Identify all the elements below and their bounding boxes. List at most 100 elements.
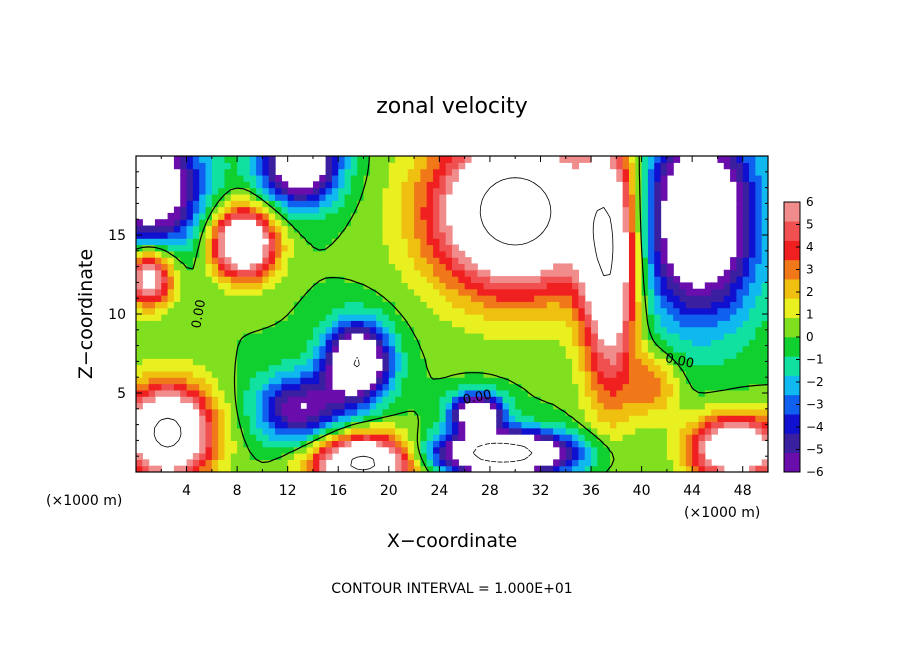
heatmap-cell <box>723 320 731 328</box>
heatmap-cell <box>154 276 162 283</box>
heatmap-cell <box>294 307 301 315</box>
heatmap-cell <box>136 339 143 347</box>
heatmap-cell <box>508 408 516 416</box>
heatmap-cell <box>572 377 579 385</box>
heatmap-cell <box>698 396 706 404</box>
heatmap-cell <box>439 206 447 214</box>
heatmap-cell <box>306 459 314 467</box>
heatmap-cell <box>249 193 257 201</box>
heatmap-cell <box>439 326 447 334</box>
heatmap-cell <box>559 156 567 163</box>
heatmap-cell <box>331 295 339 302</box>
heatmap-cell <box>622 193 630 201</box>
heatmap-cell <box>439 427 447 435</box>
heatmap-cell <box>338 263 346 271</box>
heatmap-cell <box>559 377 567 385</box>
heatmap-cell <box>730 402 737 410</box>
heatmap-cell <box>369 332 377 340</box>
heatmap-cell <box>654 446 662 454</box>
heatmap-cell <box>167 288 175 296</box>
heatmap-cell <box>350 415 358 423</box>
heatmap-cell <box>287 402 295 410</box>
heatmap-cell <box>704 320 712 328</box>
heatmap-cell <box>723 332 731 340</box>
heatmap-cell <box>142 345 150 353</box>
heatmap-cell <box>256 282 263 290</box>
heatmap-cell <box>173 238 181 246</box>
heatmap-cell <box>186 370 194 378</box>
heatmap-cell <box>736 320 744 328</box>
heatmap-cell <box>407 250 415 258</box>
heatmap-cell <box>205 345 213 353</box>
heatmap-cell <box>224 446 232 454</box>
heatmap-cell <box>249 377 257 385</box>
heatmap-cell <box>426 459 434 467</box>
heatmap-cell <box>306 250 314 258</box>
heatmap-cell <box>761 206 768 214</box>
heatmap-cell <box>275 269 282 277</box>
heatmap-cell <box>654 421 662 429</box>
heatmap-cell <box>426 269 434 277</box>
heatmap-cell <box>161 244 169 252</box>
heatmap-cell <box>496 332 504 340</box>
heatmap-cell <box>641 370 649 378</box>
heatmap-cell <box>167 269 175 277</box>
heatmap-cell <box>199 453 207 460</box>
heatmap-cell <box>268 269 276 277</box>
heatmap-cell <box>730 257 737 265</box>
heatmap-cell <box>224 295 232 302</box>
heatmap-cell <box>666 415 674 423</box>
heatmap-cell <box>262 320 270 328</box>
heatmap-cell <box>350 193 358 201</box>
heatmap-cell <box>654 206 662 214</box>
heatmap-cell <box>230 162 238 170</box>
heatmap-cell <box>723 326 731 334</box>
heatmap-cell <box>268 295 276 302</box>
heatmap-cell <box>407 174 415 182</box>
heatmap-cell <box>420 389 428 397</box>
heatmap-cell <box>553 408 561 416</box>
heatmap-cell <box>603 415 611 423</box>
heatmap-cell <box>268 250 276 258</box>
heatmap-cell <box>742 301 750 309</box>
heatmap-cell <box>647 339 655 347</box>
heatmap-cell <box>300 459 308 467</box>
heatmap-cell <box>761 408 768 416</box>
heatmap-cell <box>256 351 263 359</box>
heatmap-cell <box>369 415 377 423</box>
heatmap-cell <box>249 263 257 271</box>
heatmap-cell <box>433 389 440 397</box>
heatmap-cell <box>553 332 561 340</box>
heatmap-cell <box>256 276 263 283</box>
heatmap-cell <box>730 269 737 277</box>
heatmap-cell <box>426 440 434 448</box>
heatmap-cell <box>730 162 737 170</box>
heatmap-cell <box>433 295 440 302</box>
heatmap-cell <box>407 181 415 189</box>
heatmap-cell <box>287 421 295 429</box>
heatmap-cell <box>502 301 510 309</box>
heatmap-cell <box>628 219 636 227</box>
heatmap-cell <box>167 212 175 220</box>
heatmap-cell <box>502 326 510 334</box>
heatmap-cell <box>584 358 592 366</box>
heatmap-cell <box>527 320 535 328</box>
heatmap-cell <box>641 244 649 252</box>
heatmap-cell <box>755 370 763 378</box>
heatmap-cell <box>628 174 636 182</box>
heatmap-cell <box>414 465 421 472</box>
heatmap-cell <box>603 421 611 429</box>
heatmap-cell <box>312 314 320 321</box>
heatmap-cell <box>749 421 756 429</box>
heatmap-cell <box>300 364 308 372</box>
heatmap-cell <box>755 358 763 366</box>
heatmap-cell <box>407 156 415 163</box>
heatmap-cell <box>281 238 289 246</box>
heatmap-cell <box>654 200 662 208</box>
heatmap-cell <box>496 358 504 366</box>
heatmap-cell <box>369 168 377 176</box>
heatmap-cell <box>344 402 352 410</box>
heatmap-cell <box>673 377 681 385</box>
heatmap-cell <box>515 396 523 404</box>
heatmap-cell <box>546 415 554 423</box>
